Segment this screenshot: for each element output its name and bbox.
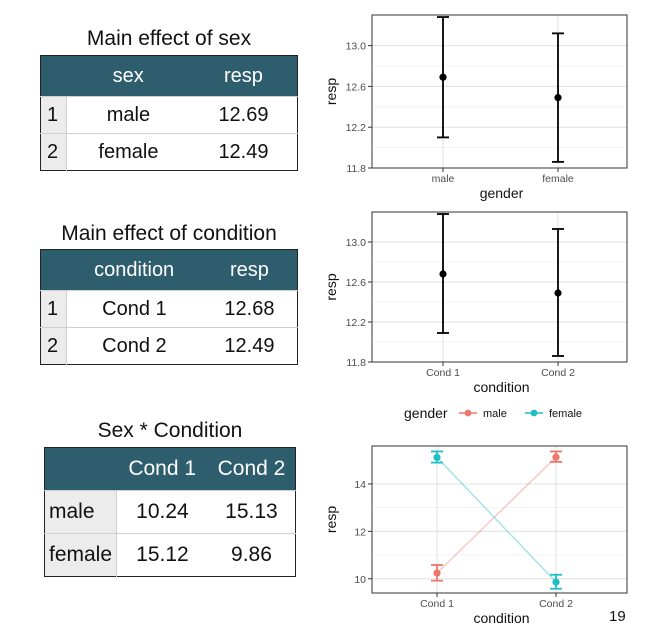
row-index: 2 bbox=[40, 133, 67, 171]
y-tick-label: 10 bbox=[354, 574, 366, 586]
y-tick-label: 14 bbox=[354, 479, 366, 491]
table-header bbox=[40, 249, 67, 291]
legend-label-male: male bbox=[483, 408, 507, 420]
x-tick-label: male bbox=[432, 173, 455, 185]
table-cell: male bbox=[66, 96, 190, 134]
point-male bbox=[552, 453, 560, 461]
row-index: 1 bbox=[40, 96, 67, 134]
x-tick-label: Cond 1 bbox=[420, 598, 454, 610]
table-cell: 12.49 bbox=[189, 133, 298, 171]
table-cell: 9.86 bbox=[207, 533, 296, 577]
table-row: male 10.24 15.13 bbox=[44, 490, 296, 534]
table-row: 2 female 12.49 bbox=[40, 133, 298, 171]
x-axis-label: condition bbox=[473, 379, 529, 395]
table-cell: Cond 2 bbox=[66, 327, 202, 365]
legend-key-point-female bbox=[530, 409, 538, 417]
y-tick-label: 13.0 bbox=[346, 237, 367, 249]
table-cell: 12.68 bbox=[201, 290, 298, 328]
table-row: 1 male 12.69 bbox=[40, 96, 298, 134]
x-axis-label: condition bbox=[473, 610, 529, 626]
data-point bbox=[554, 94, 562, 102]
data-point bbox=[554, 289, 562, 297]
table-cell: Cond 1 bbox=[66, 290, 202, 328]
table-title-condition: Main effect of condition bbox=[61, 222, 277, 245]
y-tick-label: 12.6 bbox=[346, 81, 367, 93]
y-tick-label: 13.0 bbox=[346, 41, 367, 53]
x-axis-label: gender bbox=[480, 185, 524, 201]
table-interaction: Cond 1 Cond 2 male 10.24 15.13 female 15… bbox=[44, 447, 296, 577]
legend-key-point-male bbox=[464, 409, 472, 417]
legend-title: gender bbox=[404, 405, 448, 421]
x-tick-label: Cond 1 bbox=[426, 367, 460, 379]
plot-border bbox=[371, 211, 628, 363]
x-tick-label: female bbox=[542, 173, 574, 185]
table-cell: 12.49 bbox=[201, 327, 298, 365]
plot-panel bbox=[372, 212, 627, 362]
y-tick-label: 11.8 bbox=[346, 163, 366, 175]
table-header: resp bbox=[201, 249, 298, 291]
plot-panel bbox=[372, 15, 627, 168]
row-index: 1 bbox=[40, 290, 67, 328]
table-header: condition bbox=[66, 249, 202, 291]
page-number: 19 bbox=[609, 608, 626, 625]
table-row: female 15.12 9.86 bbox=[44, 533, 296, 577]
table-cell: 10.24 bbox=[116, 490, 208, 534]
data-point bbox=[439, 73, 447, 81]
table-title-interaction: Sex * Condition bbox=[97, 419, 243, 442]
table-sex: sex resp 1 male 12.69 2 female 12.49 bbox=[40, 55, 298, 171]
table-cell: 15.13 bbox=[207, 490, 296, 534]
data-point bbox=[439, 270, 447, 278]
plot-border bbox=[371, 445, 628, 594]
table-header bbox=[40, 55, 67, 97]
table-header: sex bbox=[66, 55, 190, 97]
plot-panel bbox=[372, 446, 627, 593]
table-cell: 15.12 bbox=[116, 533, 208, 577]
row-label: male bbox=[44, 490, 117, 534]
x-tick-label: Cond 2 bbox=[541, 367, 575, 379]
x-tick-label: Cond 2 bbox=[539, 598, 573, 610]
row-label: female bbox=[44, 533, 117, 577]
table-row: 1 Cond 1 12.68 bbox=[40, 290, 298, 328]
table-header bbox=[44, 447, 117, 491]
table-condition: condition resp 1 Cond 1 12.68 2 Cond 2 1… bbox=[40, 249, 298, 365]
table-title-sex: Main effect of sex bbox=[86, 27, 252, 50]
y-tick-label: 12.6 bbox=[346, 277, 367, 289]
y-tick-label: 11.8 bbox=[346, 357, 366, 369]
table-cell: female bbox=[66, 133, 190, 171]
y-axis-label: resp bbox=[323, 506, 339, 533]
point-female bbox=[433, 453, 441, 461]
table-header: Cond 2 bbox=[207, 447, 296, 491]
y-axis-label: resp bbox=[323, 78, 339, 105]
point-female bbox=[552, 578, 560, 586]
table-header: resp bbox=[189, 55, 298, 97]
y-tick-label: 12 bbox=[354, 526, 366, 538]
row-index: 2 bbox=[40, 327, 67, 365]
table-header: Cond 1 bbox=[116, 447, 208, 491]
legend-label-female: female bbox=[549, 408, 582, 420]
plot-border bbox=[371, 14, 628, 169]
table-cell: 12.69 bbox=[189, 96, 298, 134]
y-axis-label: resp bbox=[323, 273, 339, 300]
y-tick-label: 12.2 bbox=[346, 317, 367, 329]
y-tick-label: 12.2 bbox=[346, 122, 367, 134]
table-row: 2 Cond 2 12.49 bbox=[40, 327, 298, 365]
series-line-male bbox=[436, 456, 557, 574]
series-line-female bbox=[436, 456, 557, 583]
point-male bbox=[433, 569, 441, 577]
